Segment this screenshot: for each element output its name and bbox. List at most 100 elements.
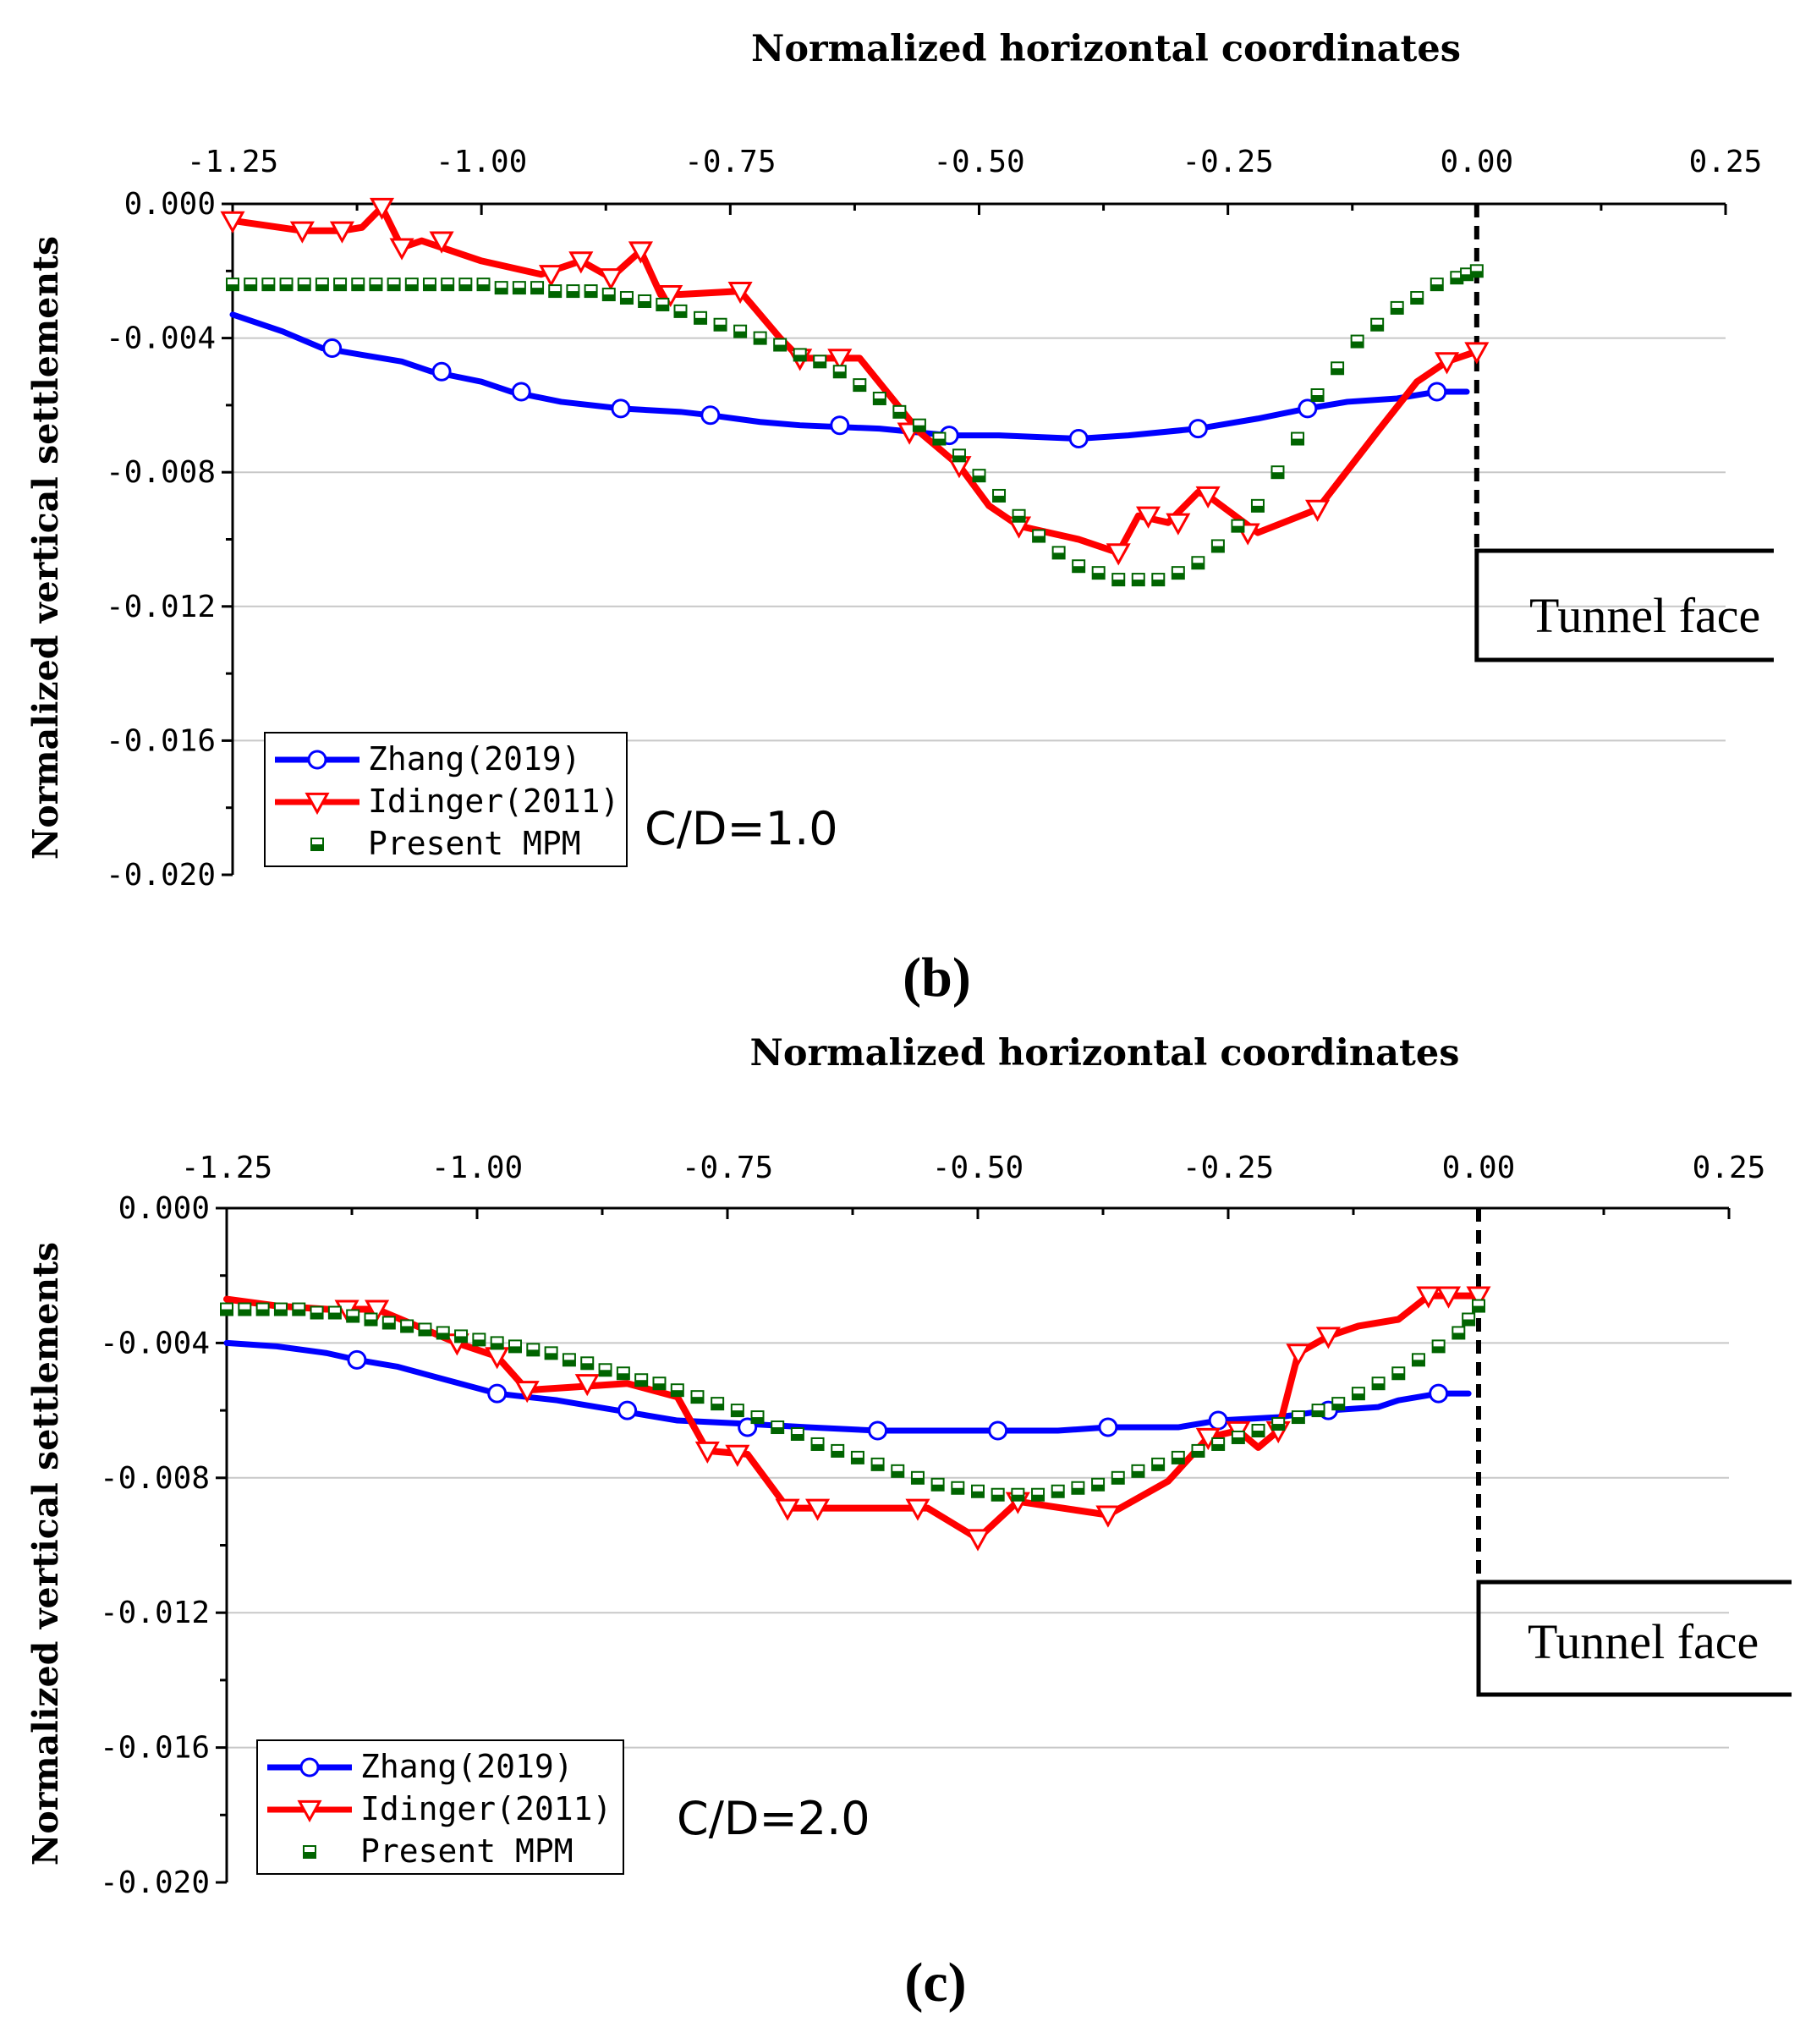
data-point-marker <box>297 277 311 292</box>
x-tick-label: 0.00 <box>1440 145 1513 179</box>
y-tick-label: -0.012 <box>100 1596 210 1630</box>
chart-panel-b: -1.25 -1.00 -0.75 -0.50 -0.25 0.00 0.25 0.000 -0… <box>25 28 1774 1008</box>
data-point-marker <box>827 349 853 371</box>
x-tick-label: -1.00 <box>436 145 527 179</box>
data-point-marker <box>872 391 886 405</box>
data-point-marker <box>1271 1417 1286 1431</box>
legend-marker <box>297 1799 322 1823</box>
data-point-marker-fill <box>1092 573 1105 580</box>
data-point-marker <box>793 348 807 362</box>
data-point-marker <box>538 265 564 288</box>
data-point-marker <box>1091 1477 1106 1492</box>
data-point-marker-fill <box>952 1487 964 1494</box>
data-point-marker <box>971 1484 985 1498</box>
x-tick-label: -0.25 <box>1183 1151 1274 1185</box>
x-tick-label: 0.25 <box>1693 1151 1766 1185</box>
data-point-marker-fill <box>694 317 707 324</box>
data-point-marker <box>487 1383 508 1404</box>
data-point-marker-fill <box>1172 573 1184 580</box>
data-point-marker <box>364 1312 378 1327</box>
data-point-marker-fill <box>751 1417 764 1424</box>
data-point-marker <box>244 277 258 292</box>
data-point-marker <box>805 1498 831 1521</box>
data-point-marker-fill <box>1251 505 1264 512</box>
y-tick-label: -0.016 <box>100 1731 210 1766</box>
series-mpm <box>226 264 1484 587</box>
data-point-marker <box>1111 1470 1125 1485</box>
data-point-marker <box>1051 546 1066 560</box>
data-point-marker-fill <box>1152 580 1165 586</box>
data-point-marker <box>952 448 966 463</box>
data-point-marker <box>1032 529 1046 543</box>
data-point-marker <box>868 1420 888 1441</box>
legend-label: Idinger(2011) <box>368 783 619 820</box>
data-point-marker <box>389 238 414 261</box>
data-point-marker-fill <box>1092 1484 1105 1491</box>
data-point-marker-fill <box>791 1433 804 1440</box>
data-point-marker-fill <box>1152 1464 1165 1470</box>
data-point-marker-fill <box>1371 324 1384 331</box>
data-point-marker <box>562 1353 576 1367</box>
data-point-marker-fill <box>972 1491 984 1497</box>
data-point-marker-fill <box>771 1427 784 1434</box>
data-point-marker <box>870 1457 885 1471</box>
data-point-marker <box>365 1299 390 1322</box>
data-point-marker-fill <box>473 1339 486 1346</box>
data-point-marker-fill <box>1033 536 1045 542</box>
data-point-marker-fill <box>527 1349 540 1356</box>
tunnel-face-box <box>1474 548 1774 662</box>
data-point-marker-fill <box>952 455 965 462</box>
data-point-marker-fill <box>382 1322 395 1329</box>
data-point-marker <box>733 324 748 338</box>
data-point-marker-fill <box>1473 1305 1484 1312</box>
data-point-marker <box>1171 566 1185 580</box>
data-point-marker-fill <box>221 1309 233 1316</box>
data-point-marker <box>991 1487 1005 1502</box>
data-point-marker-fill <box>1391 307 1403 314</box>
data-point-marker-fill <box>656 304 669 310</box>
data-point-marker <box>1469 264 1484 278</box>
data-point-marker <box>598 268 623 291</box>
data-point-marker <box>1331 1397 1346 1411</box>
data-point-marker <box>431 361 452 382</box>
data-point-marker-fill <box>563 1360 575 1366</box>
data-point-marker <box>327 1305 342 1320</box>
data-point-marker <box>220 1302 233 1316</box>
legend-marker-fill <box>304 1852 316 1858</box>
data-point-marker <box>690 1390 705 1404</box>
data-point-marker-fill <box>793 354 806 361</box>
data-point-marker <box>638 294 652 308</box>
data-point-marker-fill <box>1392 1373 1405 1380</box>
data-point-marker <box>832 365 847 379</box>
legend-marker <box>310 838 324 851</box>
data-point-marker <box>700 405 721 426</box>
data-point-marker <box>598 1363 612 1377</box>
legend-item: Idinger(2011) <box>275 783 619 820</box>
x-tick-label: -0.75 <box>682 1151 773 1185</box>
series-mpm <box>220 1299 1485 1502</box>
data-point-marker <box>333 277 348 292</box>
data-point-marker <box>611 398 631 419</box>
data-point-marker <box>351 277 365 292</box>
data-point-marker <box>566 284 580 299</box>
data-point-marker <box>329 221 354 244</box>
data-point-marker-fill <box>298 284 310 291</box>
data-point-marker-fill <box>455 1336 468 1343</box>
data-point-marker <box>310 1305 324 1320</box>
data-point-marker <box>1410 291 1424 305</box>
legend-item: Present MPM <box>310 825 581 862</box>
data-point-marker-fill <box>931 1484 944 1491</box>
data-point-marker-fill <box>442 284 454 291</box>
data-point-marker-fill <box>1312 1410 1325 1417</box>
data-point-marker-fill <box>316 284 328 291</box>
data-point-marker-fill <box>1051 1491 1064 1497</box>
legend-marker-fill <box>311 844 323 850</box>
data-point-marker <box>1472 1299 1485 1313</box>
data-point-marker <box>1031 1487 1045 1502</box>
data-point-marker <box>315 277 329 292</box>
data-point-marker <box>1151 1457 1166 1471</box>
x-tick-label: -1.25 <box>181 1151 272 1185</box>
data-point-marker-fill <box>811 1443 824 1450</box>
data-point-marker-fill <box>1451 277 1463 284</box>
